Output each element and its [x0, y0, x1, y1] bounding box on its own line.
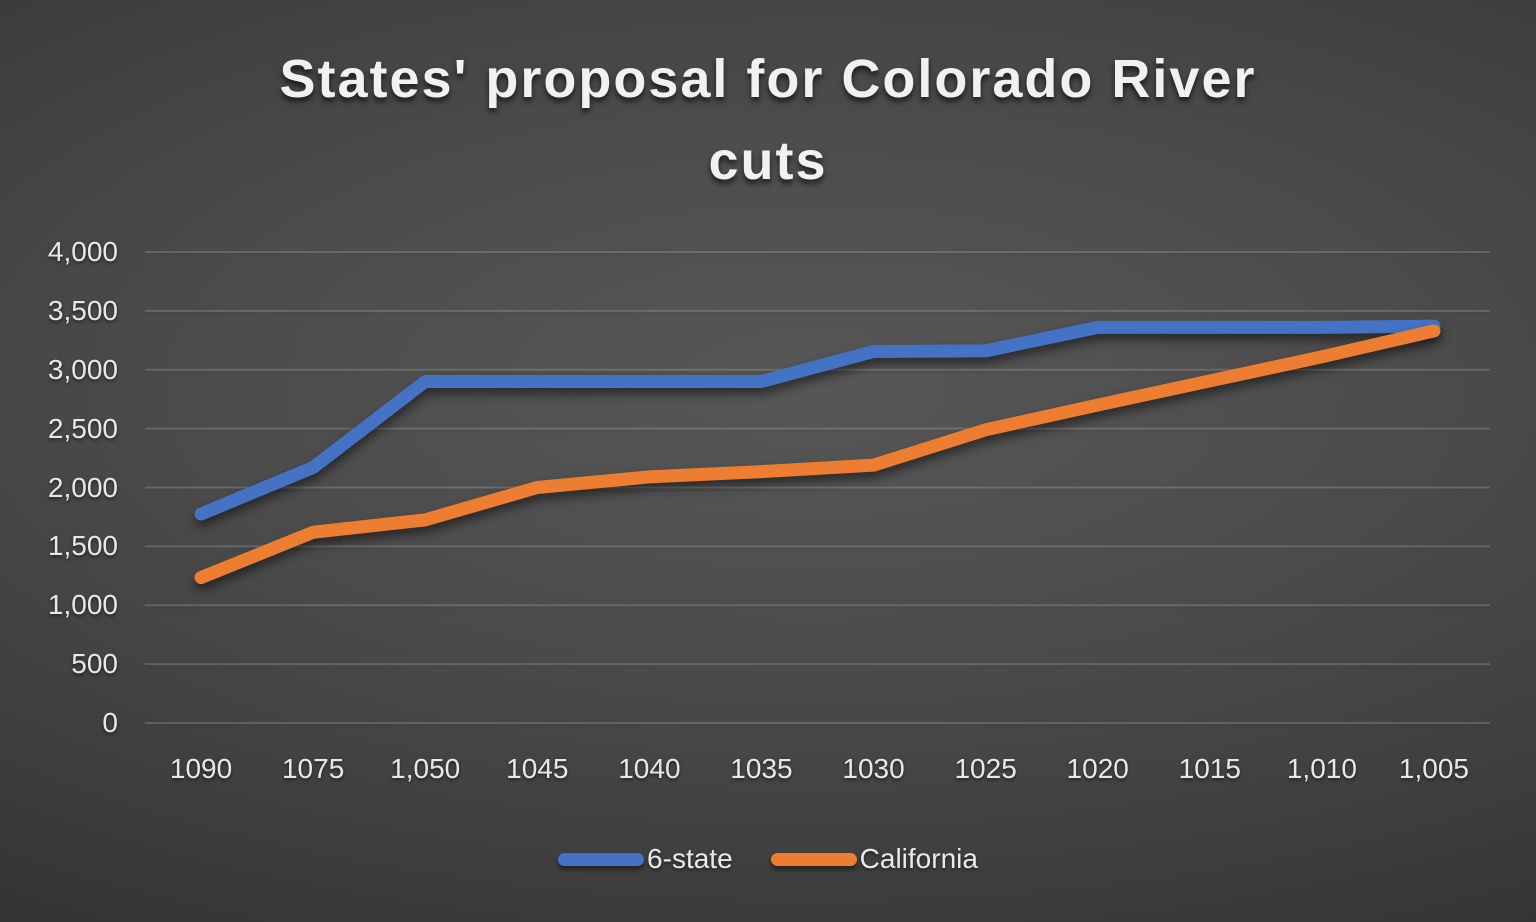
y-axis: 4,000 3,500 3,000 2,500 2,000 1,500 1,000 500 0	[0, 0, 118, 922]
y-axis-tick-label: 1,000	[47, 589, 118, 621]
legend-item-california: California	[770, 842, 978, 876]
y-axis-tick-label: 3,500	[47, 294, 118, 326]
legend-item-6-state: 6-state	[558, 842, 733, 876]
legend-swatch-california-icon	[770, 852, 857, 866]
chart-title: States' proposal for Colorado River cuts	[0, 38, 1536, 202]
chart-title-line-1: States' proposal for Colorado River	[279, 49, 1257, 109]
y-axis-tick-label: 3,000	[47, 353, 118, 385]
y-axis-tick-label: 1,500	[47, 530, 118, 562]
y-axis-tick-label: 2,000	[47, 471, 118, 503]
legend-label-california: California	[859, 843, 978, 874]
x-axis-tick-label: 1020	[1066, 753, 1129, 784]
x-axis-tick-label: 1,050	[390, 753, 461, 784]
x-axis-tick-label: 1035	[730, 753, 793, 784]
series-line-6-state	[194, 319, 1441, 521]
x-axis-tick-label: 1090	[169, 753, 233, 784]
x-axis-tick-label: 1045	[506, 753, 569, 784]
y-axis-tick-label: 0	[102, 707, 118, 738]
y-axis-tick-label: 2,500	[47, 412, 118, 444]
x-axis-tick-label: 1,010	[1286, 753, 1357, 784]
series-line-California	[194, 324, 1441, 585]
x-axis-tick-label: 1025	[954, 753, 1017, 784]
x-axis-tick-label: 1030	[842, 753, 905, 784]
x-axis-tick-label: 1015	[1178, 753, 1241, 784]
x-axis-tick-label: 1075	[281, 753, 345, 784]
legend-label-6-state: 6-state	[647, 843, 733, 874]
x-axis-tick-label: 1,005	[1398, 753, 1469, 784]
x-axis: 1090 1075 1,050 1045 1040 1035 1030 1025 1020 101…	[0, 752, 1536, 792]
x-axis-tick-label: 1040	[618, 753, 681, 784]
legend-swatch-6-state-icon	[558, 852, 645, 866]
legend: 6-state California	[0, 842, 1536, 876]
chart-title-line-2: cuts	[708, 131, 828, 191]
y-axis-tick-label: 500	[71, 648, 118, 680]
y-axis-tick-label: 4,000	[47, 236, 118, 267]
